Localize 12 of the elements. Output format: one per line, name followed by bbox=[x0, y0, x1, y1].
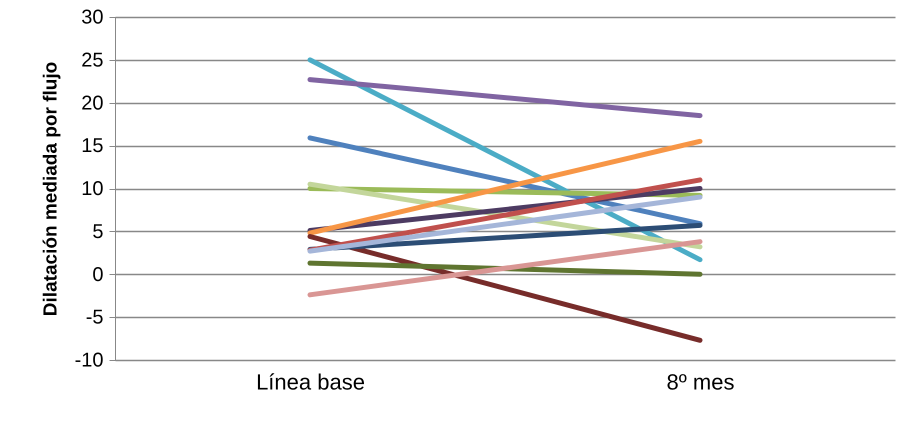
y-tick-label: -5 bbox=[86, 306, 104, 329]
y-tick-label: 5 bbox=[92, 220, 104, 243]
y-axis-title: Dilatación mediada por flujo bbox=[40, 62, 62, 316]
y-tick-label: 10 bbox=[81, 178, 104, 200]
y-tick-label: 30 bbox=[81, 6, 104, 28]
y-tick-label: 0 bbox=[92, 264, 104, 286]
x-tick-label: Línea base bbox=[256, 370, 365, 394]
y-tick-label: 25 bbox=[81, 49, 104, 72]
x-tick-label: 8º mes bbox=[666, 370, 734, 394]
y-tick-label: 20 bbox=[81, 92, 104, 114]
y-tick-label: -10 bbox=[74, 350, 104, 372]
y-tick-label: 15 bbox=[81, 135, 104, 158]
